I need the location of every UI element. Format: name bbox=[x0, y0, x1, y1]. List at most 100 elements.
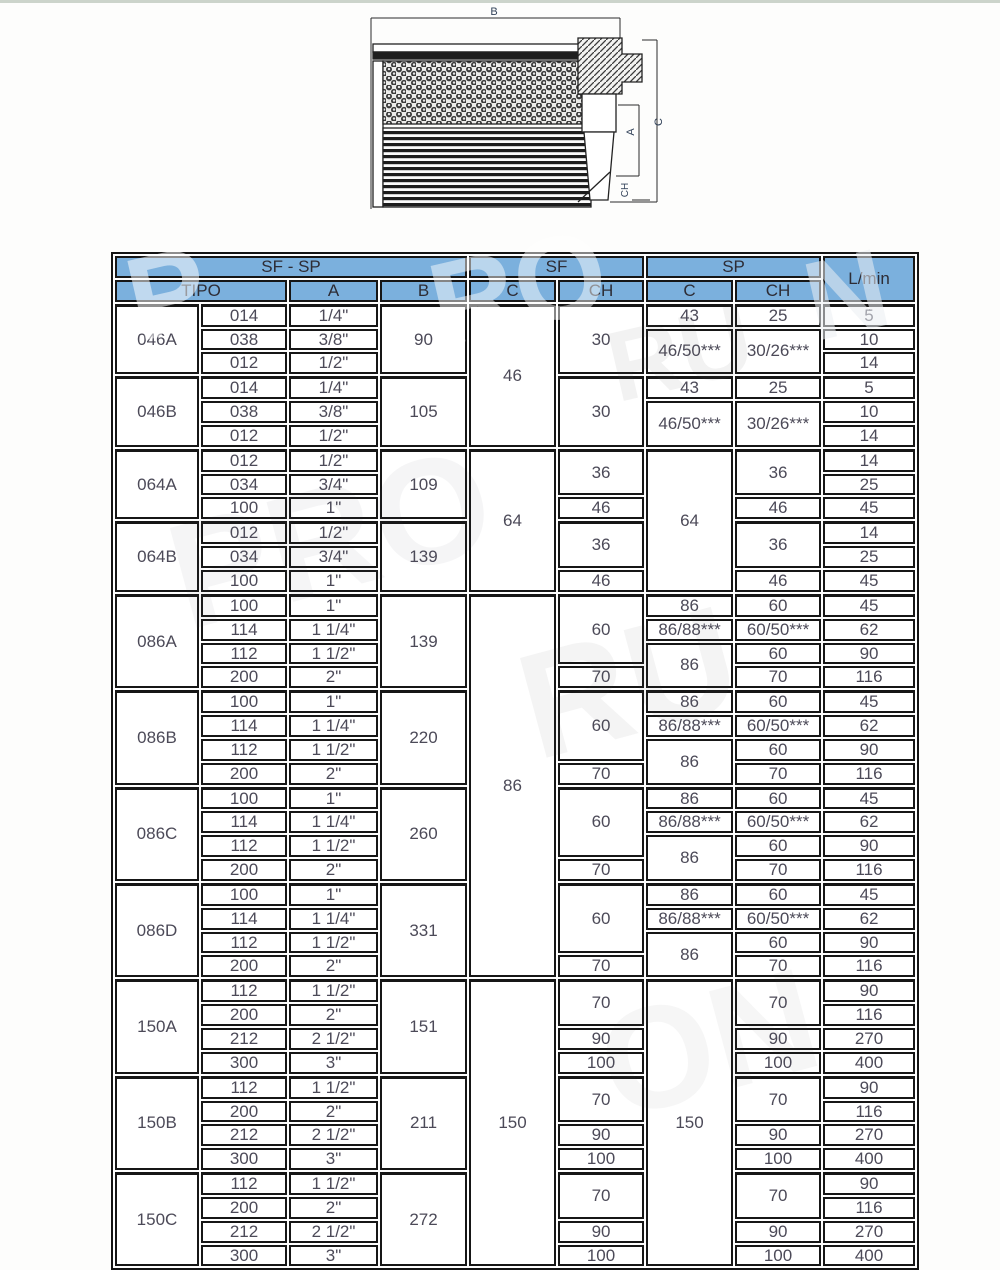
table-row: 200 2" 116 bbox=[115, 1100, 916, 1123]
table-row: 038 3/8" 46/50*** 30/26*** 10 bbox=[115, 401, 916, 447]
table-row: 100 1" 46 46 45 bbox=[115, 569, 916, 592]
cell-sfch: 30 bbox=[558, 376, 645, 447]
cell-spc: 86 bbox=[646, 786, 734, 810]
table-row: 112 1 1/2" 86 60 90 bbox=[115, 931, 916, 978]
cell-a: 2 1/2" bbox=[289, 1124, 378, 1147]
cell-a: 1" bbox=[289, 690, 378, 714]
filter-drawing: B C A CH bbox=[370, 6, 665, 209]
cell-lmin: 14 bbox=[823, 424, 916, 447]
cell-spch: 60/50*** bbox=[735, 811, 822, 834]
cell-code: 212 bbox=[201, 1220, 287, 1243]
table-row: 112 1 1/2" 86 60 90 bbox=[115, 738, 916, 785]
cell-lmin: 116 bbox=[823, 955, 916, 978]
cell-sfc: 150 bbox=[469, 979, 557, 1267]
spec-table-body: 046A 014 1/4" 90 46 30 43 25 5 038 3/8" 46/50*** 30/… bbox=[115, 303, 916, 1267]
cell-lmin: 90 bbox=[823, 835, 916, 858]
header-b: B bbox=[380, 279, 468, 302]
cell-tipo: 046A bbox=[115, 303, 199, 375]
cell-code: 012 bbox=[201, 352, 287, 375]
header-a: A bbox=[289, 279, 378, 302]
cell-code: 014 bbox=[201, 376, 287, 400]
top-cap-plate bbox=[372, 43, 592, 53]
cell-code: 014 bbox=[201, 303, 287, 327]
cell-lmin: 14 bbox=[823, 352, 916, 375]
cell-code: 038 bbox=[201, 401, 287, 423]
cell-a: 1" bbox=[289, 569, 378, 592]
cell-lmin: 62 bbox=[823, 618, 916, 641]
cell-a: 1/2" bbox=[289, 424, 378, 447]
table-row: 086D 100 1" 331 60 86 60 45 bbox=[115, 882, 916, 978]
cell-a: 1 1/2" bbox=[289, 1075, 378, 1099]
table-row: 114 1 1/4" 86/88*** 60/50*** 62 bbox=[115, 715, 916, 737]
cell-lmin: 400 bbox=[823, 1051, 916, 1074]
cell-lmin: 62 bbox=[823, 907, 916, 930]
header-lmin: L/min bbox=[823, 256, 916, 302]
table-row: 034 3/4" 25 bbox=[115, 546, 916, 568]
cell-sfch: 46 bbox=[558, 497, 645, 520]
perforated-shell bbox=[382, 60, 592, 125]
cell-a: 1/4" bbox=[289, 303, 378, 327]
cell-code: 112 bbox=[201, 835, 287, 858]
cell-code: 100 bbox=[201, 786, 287, 810]
spec-table: SF - SP SF SP L/min TIPO A B C CH C CH 0… bbox=[111, 252, 920, 1270]
scan-edge-strip bbox=[0, 0, 1000, 3]
cell-code: 100 bbox=[201, 690, 287, 714]
cell-tipo: 150B bbox=[115, 1075, 199, 1171]
cell-spch: 60/50*** bbox=[735, 907, 822, 930]
cell-lmin: 116 bbox=[823, 1004, 916, 1026]
table-row: 150A 112 1 1/2" 151 150 70 150 70 90 bbox=[115, 979, 916, 1267]
dimension-c bbox=[610, 39, 658, 203]
cell-spch: 100 bbox=[735, 1148, 822, 1171]
dimension-b bbox=[370, 17, 621, 209]
header-sf: SF bbox=[469, 256, 645, 278]
cell-lmin: 5 bbox=[823, 303, 916, 327]
cell-tipo: 086D bbox=[115, 882, 199, 978]
cell-spch: 70 bbox=[735, 666, 822, 689]
cell-sfch: 70 bbox=[558, 859, 645, 881]
header-row-columns: TIPO A B C CH C CH bbox=[115, 279, 915, 302]
cell-lmin: 270 bbox=[823, 1124, 916, 1147]
pleated-element bbox=[382, 127, 592, 208]
cell-spc: 86 bbox=[646, 593, 734, 617]
table-row: 012 1/2" 14 bbox=[115, 352, 916, 375]
cell-code: 100 bbox=[201, 882, 287, 906]
cell-spc: 46/50*** bbox=[646, 401, 734, 447]
cell-code: 012 bbox=[201, 448, 287, 472]
cell-lmin: 90 bbox=[823, 1172, 916, 1195]
cell-lmin: 62 bbox=[823, 715, 916, 737]
header-row-groups: SF - SP SF SP L/min bbox=[115, 256, 916, 302]
fitting-body bbox=[581, 93, 617, 133]
hex-nut bbox=[583, 131, 615, 201]
cell-a: 1/2" bbox=[289, 352, 378, 375]
cell-lmin: 25 bbox=[823, 473, 916, 496]
cell-lmin: 90 bbox=[823, 738, 916, 761]
table-row: 200 2" 70 70 116 bbox=[115, 666, 916, 689]
cell-spch: 60 bbox=[735, 835, 822, 858]
table-row: 046B 014 1/4" 105 30 43 25 5 bbox=[115, 376, 916, 447]
table-row: 200 2" 70 70 116 bbox=[115, 859, 916, 881]
cell-code: 114 bbox=[201, 907, 287, 930]
cell-spc: 86 bbox=[646, 882, 734, 906]
cell-code: 112 bbox=[201, 1075, 287, 1099]
cell-spch: 60 bbox=[735, 593, 822, 617]
cell-a: 1" bbox=[289, 497, 378, 520]
cell-code: 112 bbox=[201, 931, 287, 954]
cell-lmin: 90 bbox=[823, 979, 916, 1003]
cell-sfch: 60 bbox=[558, 690, 645, 761]
cell-a: 2" bbox=[289, 1196, 378, 1219]
cell-code: 212 bbox=[201, 1028, 287, 1050]
cell-code: 200 bbox=[201, 955, 287, 978]
table-row: 150B 112 1 1/2" 211 70 70 90 bbox=[115, 1075, 916, 1171]
cell-spc: 86/88*** bbox=[646, 715, 734, 737]
cell-lmin: 62 bbox=[823, 811, 916, 834]
cell-spch: 60 bbox=[735, 786, 822, 810]
cell-spch: 70 bbox=[735, 859, 822, 881]
cell-spch: 30/26*** bbox=[735, 328, 822, 375]
cell-code: 212 bbox=[201, 1124, 287, 1147]
cell-sfc: 86 bbox=[469, 593, 557, 978]
cell-code: 114 bbox=[201, 715, 287, 737]
cell-spc: 86/88*** bbox=[646, 811, 734, 834]
cell-code: 034 bbox=[201, 546, 287, 568]
cell-a: 1" bbox=[289, 786, 378, 810]
dim-label-c: C bbox=[653, 118, 665, 126]
